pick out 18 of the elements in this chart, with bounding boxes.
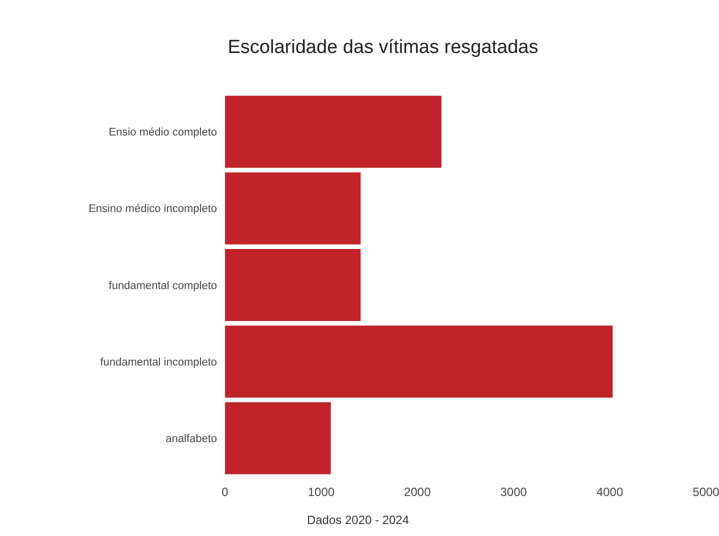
x-tick-label: 1000 xyxy=(308,485,335,499)
x-tick-label: 2000 xyxy=(404,485,432,499)
bar xyxy=(225,248,361,322)
bar xyxy=(225,96,442,168)
bar xyxy=(225,402,331,474)
y-tick-label: fundamental completo xyxy=(108,280,217,292)
bar xyxy=(225,326,613,398)
y-tick-label: Ensio médio completo xyxy=(108,126,217,139)
y-tick-label: analfabeto xyxy=(166,433,217,446)
x-tick-label: 5000 xyxy=(692,485,719,499)
y-tick-label: Ensino médico incompleto xyxy=(88,203,217,216)
text: Dados 2020 - 2024 xyxy=(306,513,410,527)
chart-title: Escolaridade das vítimas resgatadas xyxy=(228,37,538,58)
bar xyxy=(225,172,361,244)
x-tick-label: 4000 xyxy=(596,485,624,499)
y-tick-label: fundamental incompleto xyxy=(100,356,217,368)
x-tick-label: 0 xyxy=(222,485,229,499)
x-tick-label: 3000 xyxy=(500,485,528,499)
